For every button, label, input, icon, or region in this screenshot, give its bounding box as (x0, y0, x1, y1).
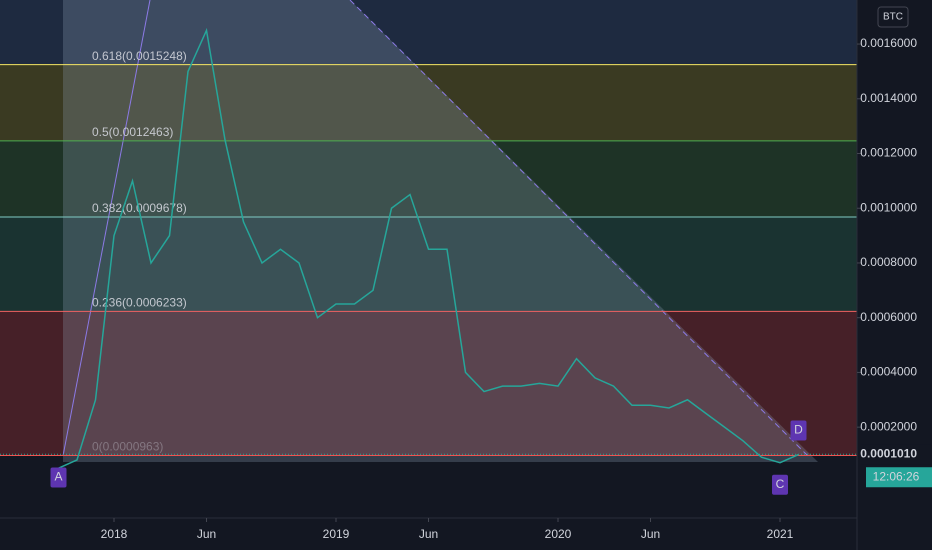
countdown-tag (866, 467, 932, 488)
y-tick-label: 0.0016000 (860, 36, 917, 50)
fib-label: 0.236(0.0006233) (92, 295, 187, 309)
fib-label: 0.5(0.0012463) (92, 125, 173, 139)
pattern-leg (349, 0, 809, 457)
currency-badge[interactable] (877, 6, 909, 28)
x-tick-label: 2021 (767, 527, 794, 541)
fib-band (0, 455, 857, 518)
current-price-label: 0.0001010 (860, 446, 917, 460)
pattern-point-badge (790, 420, 807, 441)
y-tick-label: 0.0012000 (860, 146, 917, 160)
y-tick-label: 0.0002000 (860, 419, 917, 433)
fib-band (0, 311, 857, 456)
currency: BTC (883, 12, 903, 23)
pattern-leg (62, 0, 151, 457)
y-tick-label: 0.0014000 (860, 91, 917, 105)
countdown: 12:06:26 (873, 469, 920, 483)
x-tick-label: Jun (197, 527, 216, 541)
pattern-point-label: D (794, 423, 803, 437)
pattern-point-badge (50, 467, 67, 488)
x-tick-label: Jun (419, 527, 438, 541)
fib-band (0, 217, 857, 312)
x-tick-label: 2019 (323, 527, 350, 541)
y-tick-label: 0.0004000 (860, 365, 917, 379)
current-price-tag (861, 444, 931, 465)
x-tick-label: 2020 (545, 527, 572, 541)
x-tick-label: 2018 (101, 527, 128, 541)
pattern-triangle (63, 0, 818, 462)
pattern-point-label: C (776, 477, 785, 491)
fib-label: 0.618(0.0015248) (92, 49, 187, 63)
fib-label: 0(0.0000963) (92, 440, 163, 454)
pattern-point-label: A (54, 470, 62, 484)
fib-band (0, 140, 857, 218)
price-line (58, 27, 799, 469)
y-tick-label: 0.0010000 (860, 200, 917, 214)
y-tick-label: 0.0006000 (860, 310, 917, 324)
y-tick-label: 0.0008000 (860, 255, 917, 269)
pattern-point-badge (772, 474, 788, 495)
fib-band (0, 64, 857, 141)
x-tick-label: Jun (641, 527, 660, 541)
